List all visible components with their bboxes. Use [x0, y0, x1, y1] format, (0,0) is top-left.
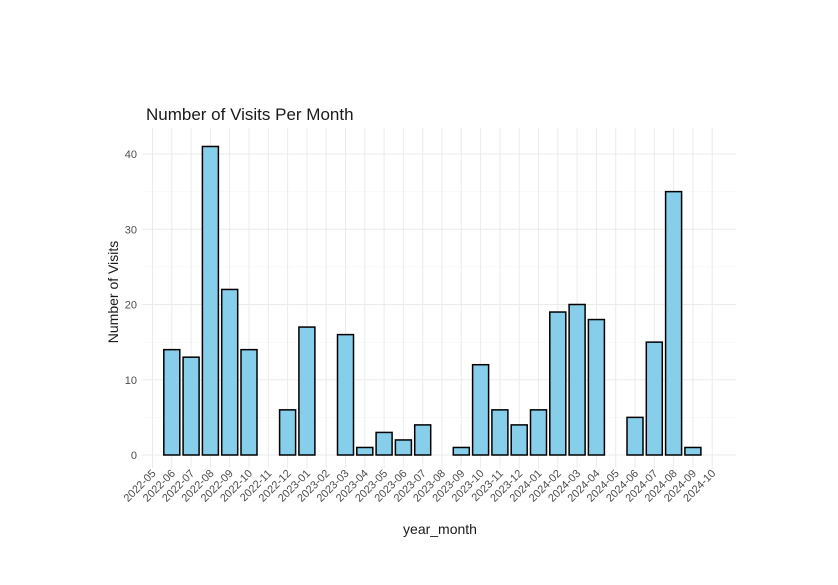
bars — [163, 145, 702, 456]
bar-2022-06 — [163, 348, 181, 456]
x-axis-label: year_month — [403, 521, 477, 537]
bar-2024-04 — [587, 318, 606, 456]
y-tick-label: 0 — [131, 450, 137, 462]
bar-2024-01 — [529, 409, 548, 456]
bar-2022-12 — [278, 409, 297, 456]
bar-2024-06 — [626, 416, 644, 456]
bar-2022-10 — [240, 348, 258, 456]
chart-title: Number of Visits Per Month — [146, 105, 354, 124]
bar-2023-10 — [471, 363, 490, 456]
bar-2022-09 — [220, 288, 239, 456]
bar-2023-11 — [491, 409, 509, 456]
x-axis-ticks: 2022-052022-062022-072022-082022-092022-… — [122, 468, 719, 505]
bar-2024-03 — [568, 303, 586, 456]
bar-2023-09 — [452, 446, 471, 456]
y-axis-label: Number of Visits — [105, 241, 121, 343]
bar-2023-07 — [413, 424, 432, 456]
bar-2023-06 — [394, 439, 413, 456]
bar-2022-07 — [182, 356, 200, 456]
bar-2022-08 — [201, 145, 220, 456]
bar-2024-02 — [549, 311, 567, 456]
y-tick-label: 20 — [125, 300, 137, 312]
bar-2023-05 — [375, 431, 393, 456]
bar-2024-07 — [645, 341, 664, 456]
y-tick-label: 40 — [125, 149, 137, 161]
bar-2023-01 — [298, 326, 316, 456]
y-axis-ticks: 0 10 20 30 40 — [125, 149, 137, 462]
bar-2024-09 — [684, 446, 702, 456]
bar-2023-03 — [336, 333, 355, 456]
bar-2024-08 — [664, 190, 683, 456]
bar-2023-12 — [510, 424, 528, 456]
y-tick-label: 30 — [125, 224, 137, 236]
y-tick-label: 10 — [125, 375, 137, 387]
bar-2023-04 — [356, 446, 374, 456]
